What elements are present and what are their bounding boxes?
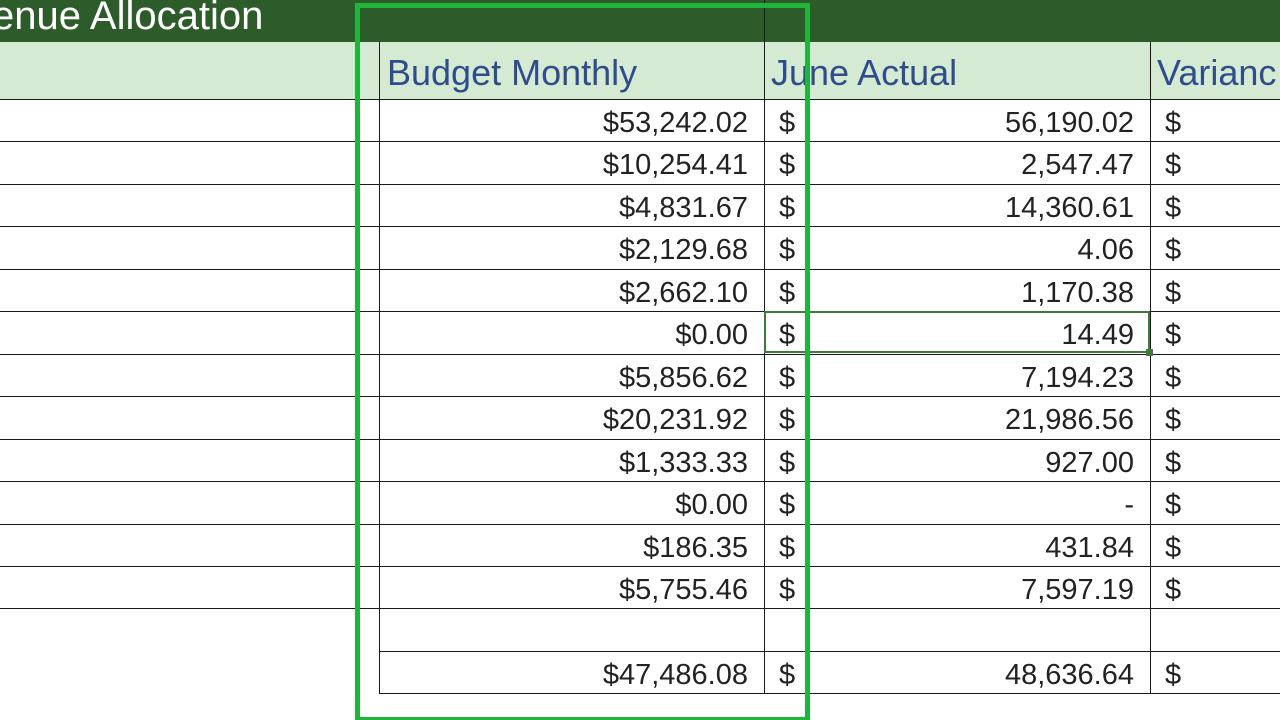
- budget-total-cell[interactable]: $47,486.08: [602, 659, 748, 691]
- actual-cell[interactable]: 431.84: [1045, 532, 1134, 564]
- currency-cell: $: [779, 319, 796, 351]
- column-border: [1150, 42, 1151, 694]
- budget-cell[interactable]: $2,662.10: [618, 277, 748, 309]
- variance-currency-cell[interactable]: $: [1165, 532, 1182, 564]
- variance-currency-cell[interactable]: $: [1165, 192, 1182, 224]
- header-budget-monthly[interactable]: Budget Monthly: [387, 52, 638, 93]
- fill-handle[interactable]: [1146, 349, 1153, 356]
- actual-cell[interactable]: 927.00: [1045, 447, 1134, 479]
- variance-currency-cell[interactable]: $: [1165, 362, 1182, 394]
- active-cell-border: [764, 311, 1150, 353]
- currency-cell: $: [779, 447, 796, 479]
- header-cell-blank[interactable]: [0, 42, 355, 100]
- variance-currency-cell[interactable]: $: [1165, 107, 1182, 139]
- header-june-actual[interactable]: June Actual: [771, 52, 958, 93]
- actual-cell[interactable]: 7,194.23: [1021, 362, 1134, 394]
- budget-cell[interactable]: $2,129.68: [618, 234, 748, 266]
- actual-total-cell[interactable]: 48,636.64: [1004, 659, 1134, 691]
- variance-currency-cell[interactable]: $: [1165, 149, 1182, 181]
- budget-cell[interactable]: $1,333.33: [618, 447, 748, 479]
- currency-cell: $: [779, 404, 796, 436]
- variance-currency-cell[interactable]: $: [1165, 447, 1182, 479]
- currency-cell: $: [779, 149, 796, 181]
- currency-cell: $: [779, 234, 796, 266]
- currency-cell: $: [779, 489, 796, 521]
- title-bar: enue Allocation: [0, 0, 1280, 42]
- actual-cell[interactable]: -: [1124, 489, 1134, 521]
- actual-cell-selected[interactable]: 14.49: [1061, 319, 1134, 351]
- variance-currency-cell[interactable]: $: [1165, 659, 1182, 691]
- variance-currency-cell[interactable]: $: [1165, 234, 1182, 266]
- actual-cell[interactable]: 14,360.61: [1004, 192, 1134, 224]
- header-row: [0, 42, 1280, 100]
- actual-cell[interactable]: 21,986.56: [1004, 404, 1134, 436]
- actual-cell[interactable]: 7,597.19: [1021, 574, 1134, 606]
- budget-cell[interactable]: $20,231.92: [602, 404, 748, 436]
- currency-cell: $: [779, 107, 796, 139]
- budget-cell[interactable]: $0.00: [675, 489, 748, 521]
- variance-currency-cell[interactable]: $: [1165, 489, 1182, 521]
- currency-cell: $: [779, 574, 796, 606]
- budget-cell[interactable]: $0.00: [675, 319, 748, 351]
- budget-cell[interactable]: $186.35: [643, 532, 748, 564]
- variance-currency-cell[interactable]: $: [1165, 319, 1182, 351]
- budget-cell[interactable]: $10,254.41: [602, 149, 748, 181]
- variance-currency-cell[interactable]: $: [1165, 277, 1182, 309]
- currency-cell: $: [779, 659, 796, 691]
- budget-cell[interactable]: $53,242.02: [602, 107, 748, 139]
- actual-cell[interactable]: 1,170.38: [1021, 277, 1134, 309]
- variance-currency-cell[interactable]: $: [1165, 404, 1182, 436]
- actual-cell[interactable]: 56,190.02: [1004, 107, 1134, 139]
- actual-cell[interactable]: 2,547.47: [1021, 149, 1134, 181]
- actual-cell[interactable]: 4.06: [1077, 234, 1134, 266]
- currency-cell: $: [779, 362, 796, 394]
- currency-cell: $: [779, 192, 796, 224]
- variance-currency-cell[interactable]: $: [1165, 574, 1182, 606]
- header-variance[interactable]: Varianc: [1157, 52, 1277, 93]
- currency-cell: $: [779, 277, 796, 309]
- budget-cell[interactable]: $5,856.62: [618, 362, 748, 394]
- currency-cell: $: [779, 532, 796, 564]
- sheet-title: enue Allocation: [0, 0, 264, 38]
- budget-cell[interactable]: $5,755.46: [618, 574, 748, 606]
- budget-cell[interactable]: $4,831.67: [618, 192, 748, 224]
